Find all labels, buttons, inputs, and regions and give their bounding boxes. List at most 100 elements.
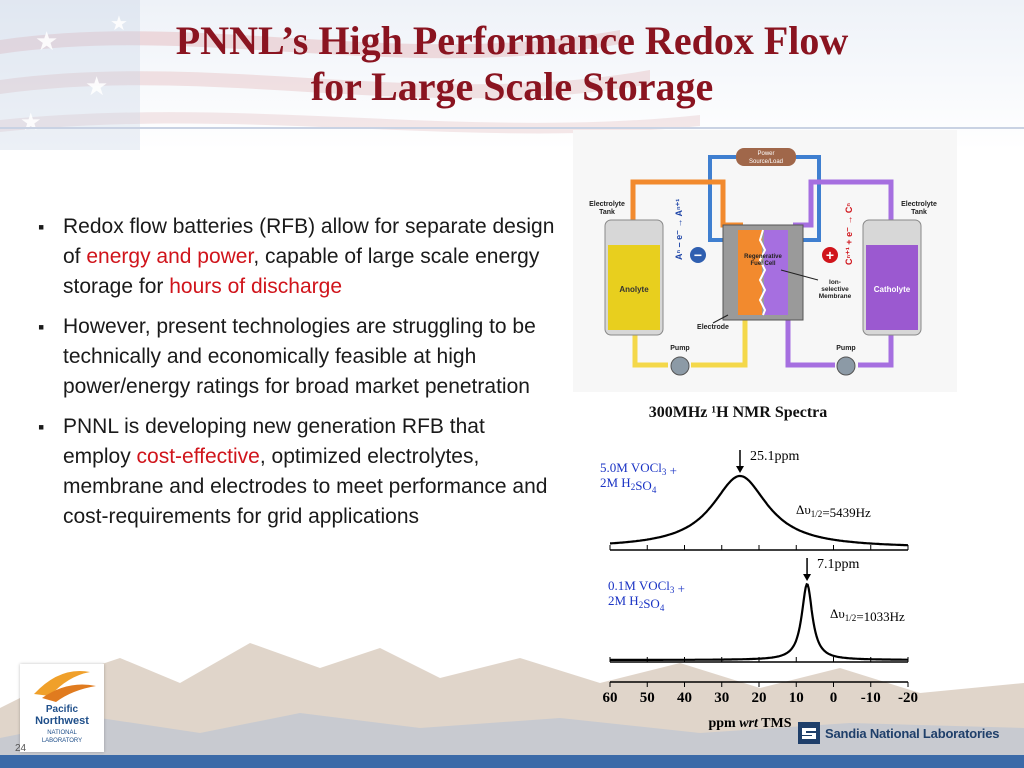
x-axis-label-text: TMS: [758, 716, 792, 731]
x-axis-label: ppm wrt TMS: [708, 716, 791, 731]
pnnl-logo: Pacific Northwest NATIONAL LABORATORY: [20, 664, 104, 752]
linewidth-label: Δυ1/2=1033Hz: [830, 606, 905, 624]
x-axis-label-italic: wrt: [739, 716, 759, 731]
minus-terminal-icon: [690, 247, 706, 263]
cell-label-1: Regenerative: [744, 254, 782, 260]
bullet-list: Redox flow batteries (RFB) allow for sep…: [38, 212, 558, 542]
nmr-chart-title: 300MHz ¹H NMR Spectra: [648, 404, 828, 421]
sample-label-text: 2M H: [608, 593, 639, 608]
sample-label-subscript: 4: [652, 485, 657, 495]
electrode-pointer: [712, 314, 729, 324]
slide-title: PNNL’s High Performance Redox Flow for L…: [0, 18, 1024, 110]
spectrum-line: [610, 582, 908, 661]
cathode-compartment: [764, 230, 788, 315]
title-line-2: for Large Scale Storage: [310, 64, 714, 109]
title-divider: [0, 127, 1024, 129]
left-tank-label-1: Electrolyte: [589, 201, 625, 208]
sample-label-subscript: 2: [631, 482, 636, 492]
x-tick-label: -20: [898, 690, 918, 706]
anode-reaction: Aⁿ – e⁻ → Aⁿ⁺¹: [674, 199, 684, 260]
sample-label-text: +: [674, 581, 685, 596]
x-tick-label: 10: [789, 690, 804, 706]
x-tick-label: 20: [752, 690, 767, 706]
pnnl-logo-line1: Pacific: [46, 704, 79, 715]
bullet-highlight-text: energy and power: [86, 245, 254, 268]
peak-arrow-icon: [736, 466, 745, 473]
catholyte-label: Catholyte: [874, 285, 911, 294]
linewidth-text: =5439Hz: [822, 505, 871, 520]
svg-text:★: ★: [20, 109, 42, 136]
sample-label-line-2: 2M H2SO4: [608, 593, 665, 613]
bullet-text: , capable of large scale energy storage …: [63, 245, 540, 298]
linewidth-label: Δυ1/2=5439Hz: [796, 502, 871, 520]
pump-right-icon: [836, 356, 856, 376]
pump-left-label: Pump: [670, 345, 689, 352]
footer-bar: [0, 755, 1024, 768]
bullet-item: PNNL is developing new generation RFB th…: [38, 412, 558, 532]
sample-label-text: 5.0M VOCl: [600, 460, 662, 475]
x-axis-label-text: ppm: [708, 716, 739, 731]
linewidth-text: Δυ: [830, 606, 845, 621]
anolyte-label: Anolyte: [619, 285, 649, 294]
bullet-highlight-text: cost-effective: [136, 445, 260, 468]
right-tank-label-2: Tank: [911, 209, 927, 216]
plus-terminal-icon: [822, 247, 838, 263]
x-tick-label: -10: [861, 690, 881, 706]
svg-text:★: ★: [85, 71, 108, 101]
sample-label-text: 0.1M VOCl: [608, 578, 670, 593]
sample-label-text: SO: [635, 478, 652, 493]
redox-flow-battery-diagram: Power Source/Load Electrolyte Tank Anoly…: [573, 130, 957, 392]
bullet-text: Redox flow batteries (RFB) allow for sep…: [63, 215, 555, 268]
sandia-thunderbird-icon: [798, 722, 820, 744]
catholyte-fill: [866, 245, 918, 330]
bullet-text: PNNL is developing new generation RFB th…: [63, 415, 485, 468]
sandia-logo: Sandia National Laboratories: [798, 720, 999, 746]
anode-compartment: [738, 230, 762, 315]
wire-right: [796, 155, 821, 242]
pump-left-icon: [670, 356, 690, 376]
sample-label-text: 2M H: [600, 475, 631, 490]
peak-label: 25.1ppm: [750, 449, 800, 464]
membrane-pointer: [780, 269, 819, 281]
sample-label-subscript: 3: [662, 467, 667, 477]
sample-label-subscript: 3: [670, 585, 675, 595]
pnnl-logo-line2: Northwest: [35, 715, 89, 727]
x-tick-label: 50: [640, 690, 655, 706]
membrane-line: [758, 229, 767, 316]
linewidth-subscript: 1/2: [811, 509, 823, 519]
x-tick-label: 40: [677, 690, 692, 706]
pnnl-logo-swoosh-1: [34, 670, 90, 696]
sample-label-text: +: [666, 463, 677, 478]
bullet-text: , optimized electrolytes, membrane and e…: [63, 445, 548, 528]
flag-stripes-graphic: ★ ★ ★ ★: [0, 0, 700, 150]
anolyte-fill: [608, 245, 660, 330]
power-label-2: Source/Load: [749, 159, 783, 165]
power-source-box: [736, 148, 796, 166]
pump-right-label: Pump: [836, 345, 855, 352]
membrane-label-3: Membrane: [819, 293, 852, 300]
flag-background: ★ ★ ★ ★: [0, 0, 1024, 150]
bullet-item: However, present technologies are strugg…: [38, 312, 558, 402]
mountain-background: [0, 643, 1024, 768]
cell-label-2: Fuel Cell: [750, 261, 775, 267]
linewidth-text: Δυ: [796, 502, 811, 517]
sample-label-subscript: 2: [639, 600, 644, 610]
spectrum-line: [610, 474, 908, 547]
pipe-purple-top: [793, 179, 894, 228]
sample-label-subscript: 4: [660, 603, 665, 613]
pipe-yellow-up: [691, 320, 748, 368]
membrane-label-2: selective: [821, 286, 849, 293]
pnnl-logo-line4: LABORATORY: [42, 738, 82, 744]
x-tick-label: 60: [603, 690, 618, 706]
pipe-orange: [630, 179, 743, 228]
left-tank-label-2: Tank: [599, 209, 615, 216]
sandia-logo-text: Sandia National Laboratories: [825, 725, 1000, 741]
bullet-text: However, present technologies are strugg…: [63, 315, 536, 398]
svg-text:★: ★: [110, 13, 128, 35]
minus-sign: −: [694, 247, 702, 263]
title-line-1: PNNL’s High Performance Redox Flow: [175, 18, 849, 63]
svg-text:★: ★: [35, 26, 58, 56]
linewidth-text: =1033Hz: [856, 609, 905, 624]
linewidth-subscript: 1/2: [845, 613, 857, 623]
